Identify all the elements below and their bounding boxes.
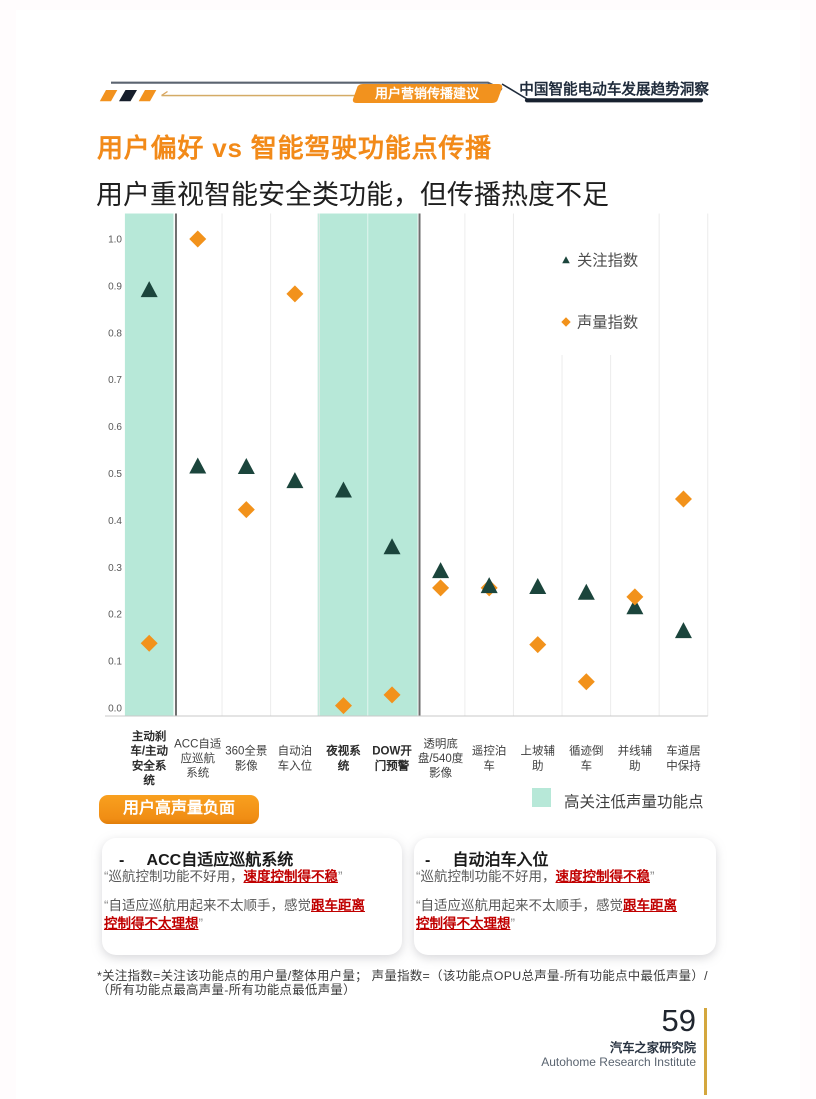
svg-text:0.6: 0.6 — [108, 422, 122, 433]
svg-text:0.1: 0.1 — [108, 657, 122, 668]
svg-text:中国智能电动车发展趋势洞察: 中国智能电动车发展趋势洞察 — [519, 80, 709, 98]
svg-text:0.2: 0.2 — [108, 610, 122, 621]
svg-text:上坡辅助: 上坡辅助 — [520, 744, 555, 773]
svg-text:0.8: 0.8 — [108, 328, 122, 339]
svg-text:DOW开门预警: DOW开门预警 — [372, 745, 412, 773]
svg-text:自动泊车入位: 自动泊车入位 — [278, 745, 313, 773]
svg-text:用户营销传播建议: 用户营销传播建议 — [374, 86, 480, 101]
svg-text:夜视系统: 夜视系统 — [325, 744, 361, 773]
svg-text:循迹倒车: 循迹倒车 — [569, 745, 604, 773]
svg-text:360全景影像: 360全景影像 — [225, 744, 267, 773]
svg-text:0.0: 0.0 — [108, 704, 122, 715]
svg-text:ACC自适应巡航系统: ACC自适应巡航系统 — [174, 737, 222, 779]
svg-text:0.4: 0.4 — [108, 516, 122, 527]
svg-text:关注指数: 关注指数 — [577, 253, 638, 270]
svg-text:并线辅助: 并线辅助 — [618, 744, 653, 773]
svg-text:0.7: 0.7 — [108, 375, 122, 386]
svg-text:1.0: 1.0 — [108, 235, 122, 246]
svg-text:0.5: 0.5 — [108, 469, 122, 480]
svg-text:0.3: 0.3 — [108, 563, 122, 574]
svg-text:声量指数: 声量指数 — [577, 314, 638, 332]
svg-text:透明底盘/540度影像: 透明底盘/540度影像 — [418, 736, 464, 779]
svg-text:主动刹车/主动安全系统: 主动刹车/主动安全系统 — [130, 729, 168, 787]
svg-text:遥控泊车: 遥控泊车 — [472, 744, 507, 773]
svg-text:车道居中保持: 车道居中保持 — [666, 744, 701, 773]
svg-text:0.9: 0.9 — [108, 281, 122, 292]
